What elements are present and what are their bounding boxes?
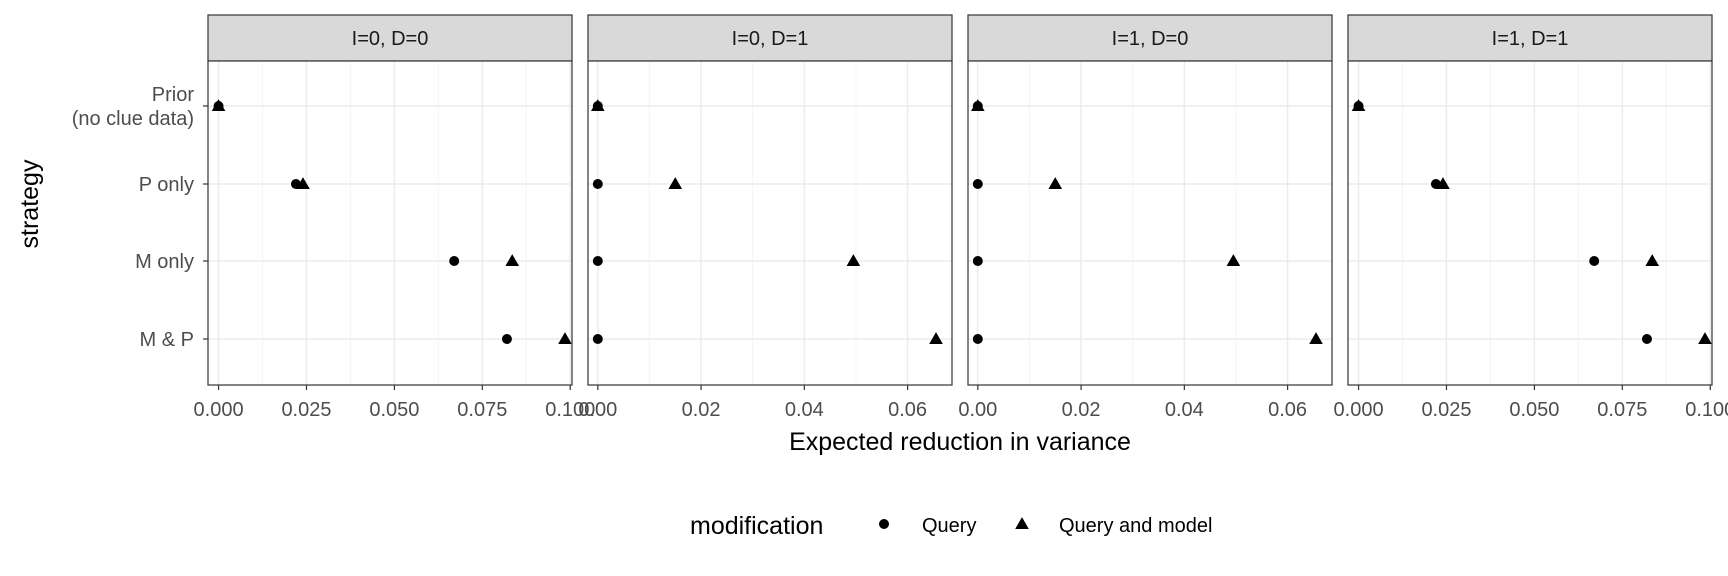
point-query-and-model (211, 99, 226, 111)
point-query-and-model (846, 254, 861, 266)
facet-strip (587, 14, 953, 62)
x-tick-label: 0.02 (1062, 399, 1101, 421)
point-query (1641, 334, 1652, 344)
facet-panel: I=0, D=1 0.00 0.02 0.04 0.06 (578, 14, 953, 421)
point-query-and-model (1645, 254, 1660, 266)
point-query-and-model (296, 177, 310, 189)
panel-border (967, 60, 1333, 386)
y-tick-label: P only (139, 174, 194, 196)
point-query (972, 334, 983, 344)
y-tick-label: M & P (140, 329, 194, 351)
point-query-and-model (505, 254, 520, 266)
legend: modification Query Query and model (690, 512, 1212, 540)
x-tick-label: 0.000 (1334, 399, 1384, 421)
point-query (449, 256, 460, 266)
point-query-and-model (1436, 177, 1450, 189)
legend-label-query-and-model: Query and model (1059, 515, 1212, 537)
point-query-and-model (1048, 177, 1063, 189)
point-query-and-model (929, 332, 943, 344)
facet-strip (967, 14, 1333, 62)
y-axis-title: strategy (16, 159, 44, 248)
panel-background (588, 61, 952, 385)
x-axis-title: Expected reduction in variance (789, 428, 1131, 456)
point-query-and-model (1351, 99, 1366, 111)
point-query (592, 334, 603, 344)
x-tick-label: 0.050 (369, 399, 419, 421)
panel-background (208, 61, 572, 385)
y-tick-label-line: Prior (152, 84, 195, 106)
point-query-and-model (590, 99, 605, 111)
y-tick-label-line: M & P (140, 329, 194, 351)
panel-border (1347, 60, 1713, 386)
point-query (501, 334, 512, 344)
y-tick-label-line: M only (135, 251, 194, 273)
point-query (972, 256, 983, 266)
point-query (1589, 256, 1600, 266)
point-query-and-model (1698, 332, 1712, 344)
facet-panel: I=1, D=1 0.000 0.025 0.050 0.075 0.100 (1334, 14, 1728, 421)
point-query-and-model (558, 332, 572, 344)
x-tick-label: 0.02 (682, 399, 721, 421)
panel-background (968, 61, 1332, 385)
x-tick-label: 0.04 (785, 399, 824, 421)
facet-strip-label: I=0, D=0 (352, 28, 429, 50)
x-tick-label: 0.100 (545, 399, 595, 421)
x-tick-label: 0.00 (958, 399, 997, 421)
y-axis-ticks: Prior (no clue data) P only M only M & P (72, 84, 208, 351)
x-tick-label: 0.06 (1268, 399, 1307, 421)
legend-title: modification (690, 512, 823, 540)
facet-strip-label: I=1, D=1 (1492, 28, 1569, 50)
panel-background (1348, 61, 1712, 385)
x-tick-label: 0.06 (888, 399, 927, 421)
point-query (592, 256, 603, 266)
x-tick-label: 0.04 (1165, 399, 1204, 421)
facet-strip (207, 14, 573, 62)
legend-key-query-and-model (1015, 517, 1029, 529)
y-tick-label-line: P only (139, 174, 194, 196)
x-tick-label: 0.100 (1685, 399, 1728, 421)
legend-key-query (879, 519, 889, 529)
facet-panel: I=0, D=0 0.000 0.025 0.050 0.075 0.100 (194, 14, 595, 421)
x-tick-label: 0.00 (578, 399, 617, 421)
y-tick-label: Prior (no clue data) (72, 84, 195, 130)
x-tick-label: 0.025 (1421, 399, 1471, 421)
point-query-and-model (970, 99, 985, 111)
point-query (972, 179, 983, 189)
legend-label-query: Query (922, 515, 976, 537)
y-tick-label: M only (135, 251, 194, 273)
panel-border (587, 60, 953, 386)
x-tick-label: 0.075 (1597, 399, 1647, 421)
facet-panel: I=1, D=0 0.00 0.02 0.04 0.06 (958, 14, 1333, 421)
facet-strip-label: I=1, D=0 (1112, 28, 1189, 50)
point-query (592, 179, 603, 189)
point-query-and-model (668, 177, 683, 189)
x-tick-label: 0.075 (457, 399, 507, 421)
x-tick-label: 0.000 (194, 399, 244, 421)
x-tick-label: 0.025 (281, 399, 331, 421)
facet-strip-label: I=0, D=1 (732, 28, 809, 50)
y-tick-label-line: (no clue data) (72, 108, 194, 130)
point-query-and-model (1226, 254, 1241, 266)
x-tick-label: 0.050 (1509, 399, 1559, 421)
facet-strip (1347, 14, 1713, 62)
panel-border (207, 60, 573, 386)
point-query-and-model (1309, 332, 1323, 344)
